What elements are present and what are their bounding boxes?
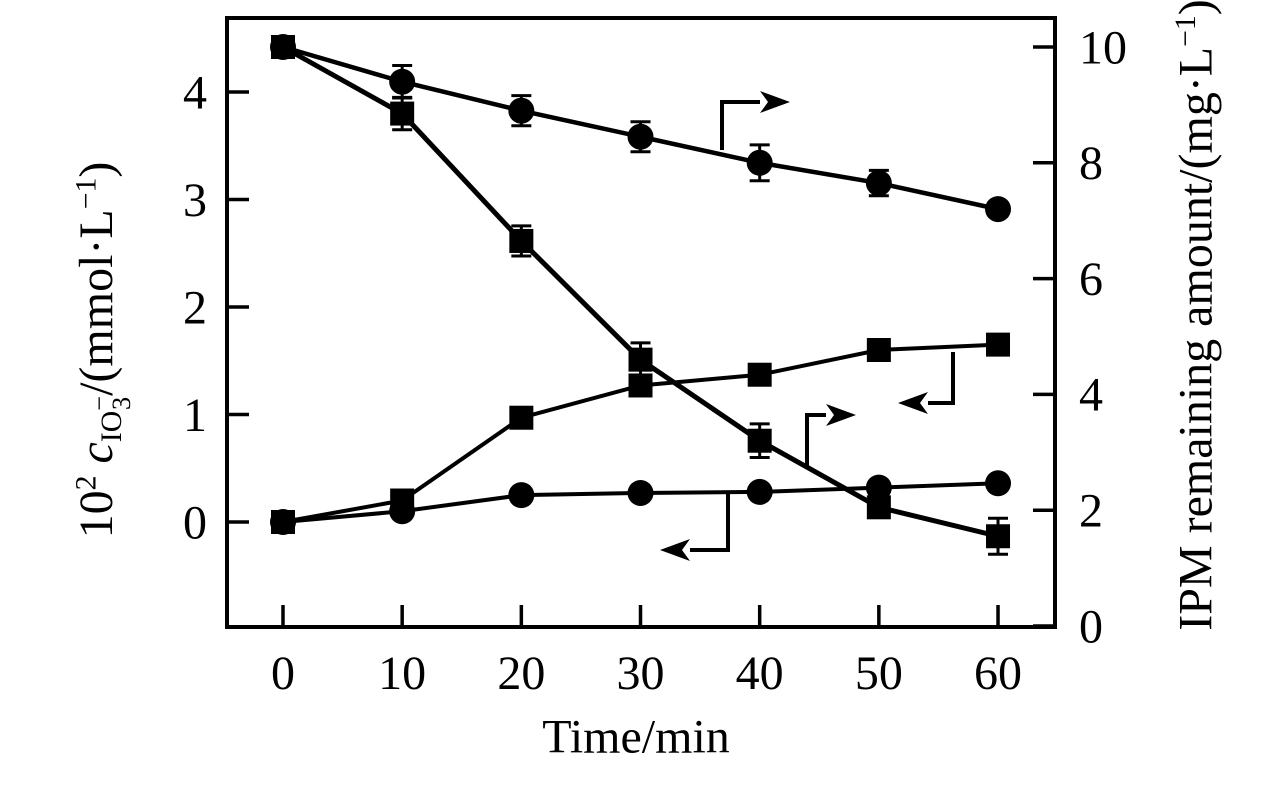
circle-marker <box>985 196 1012 223</box>
arrow-shaft <box>805 413 826 468</box>
x-axis-title: Time/min <box>542 710 730 764</box>
right-tick-label: 10 <box>1079 21 1127 74</box>
square-marker <box>986 524 1011 549</box>
circle-marker <box>389 68 416 95</box>
arrow-shaft <box>928 352 955 405</box>
square-marker <box>628 373 653 398</box>
left-tick-label: 3 <box>183 174 207 227</box>
left-tick-label: 1 <box>183 389 207 442</box>
circle-marker <box>865 170 892 197</box>
square-marker <box>747 362 772 387</box>
bottom-tick-label: 50 <box>855 647 903 700</box>
square-marker <box>747 428 772 453</box>
bottom-tick-label: 60 <box>974 647 1022 700</box>
square-marker <box>271 35 295 59</box>
bottom-tick-label: 0 <box>271 647 295 700</box>
right-tick-label: 8 <box>1079 137 1103 190</box>
arrow-shaft <box>690 494 730 552</box>
arrow-shaft <box>720 100 760 150</box>
bottom-tick-label: 20 <box>497 647 545 700</box>
axis-pointer-arrows <box>660 91 955 561</box>
right-tick-label: 4 <box>1079 369 1103 422</box>
series-iodate-circles <box>270 470 1012 535</box>
left-axis-title: 102 cIO −3/(mmol·L−1) <box>69 161 137 539</box>
right-tick-label: 2 <box>1079 485 1103 538</box>
arrow-head-left-icon <box>660 539 690 561</box>
circle-marker <box>389 498 416 525</box>
left-tick-label: 4 <box>183 66 207 119</box>
circle-marker <box>508 97 535 124</box>
circle-marker <box>270 509 296 535</box>
square-marker <box>390 101 415 126</box>
arrow-head-right-icon <box>826 404 856 426</box>
arrow-head-right-icon <box>760 91 790 113</box>
square-marker <box>628 347 653 372</box>
square-marker <box>509 228 534 253</box>
left-tick-label: 0 <box>183 496 207 549</box>
right-tick-label: 6 <box>1079 253 1103 306</box>
right-tick-label: 0 <box>1079 600 1103 653</box>
circle-marker <box>985 470 1012 497</box>
arrow-head-left-icon <box>898 392 928 414</box>
circle-marker <box>627 479 654 506</box>
circle-marker <box>746 149 773 176</box>
right-axis-title: IPM remaining amount/(mg·L−1) <box>1169 0 1223 631</box>
circle-marker <box>865 474 892 501</box>
square-marker <box>509 405 534 430</box>
circle-marker <box>627 123 654 150</box>
square-marker <box>986 332 1011 357</box>
bottom-tick-label: 30 <box>617 647 665 700</box>
series-ipm-circles <box>270 34 1012 223</box>
left-tick-label: 2 <box>183 281 207 334</box>
series-ipm-squares <box>271 35 1011 556</box>
axis-ticks <box>227 45 1055 628</box>
bottom-tick-label: 40 <box>736 647 784 700</box>
bottom-tick-label: 10 <box>378 647 426 700</box>
square-marker <box>866 338 891 362</box>
circle-marker <box>508 482 535 509</box>
circle-marker <box>746 478 773 505</box>
plot-frame <box>225 16 1057 629</box>
